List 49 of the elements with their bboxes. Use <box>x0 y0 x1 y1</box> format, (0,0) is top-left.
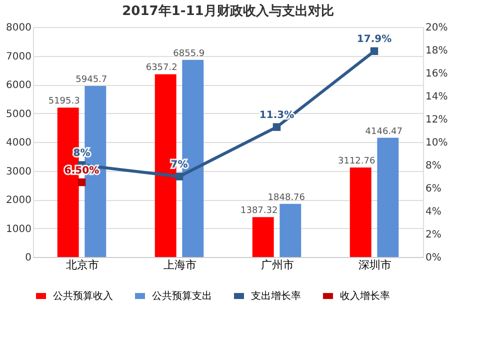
y-tick-label: 2000 <box>6 195 32 206</box>
bar <box>252 217 274 257</box>
chart-title: 2017年1-11月财政收入与支出对比 <box>122 3 334 19</box>
data-label: 5195.3 <box>48 96 80 107</box>
x-tick-label: 广州市 <box>260 258 294 272</box>
point <box>370 47 378 56</box>
x-tick-label: 北京市 <box>66 258 99 272</box>
y2-tick-label: 20% <box>426 22 448 34</box>
x-tick-label: 上海市 <box>163 258 196 272</box>
data-label: 4146.47 <box>365 126 403 137</box>
y2-tick-label: 2% <box>426 230 442 240</box>
data-label: 5945.7 <box>76 75 108 86</box>
y2-tick-label: 8% <box>426 160 442 172</box>
point <box>272 123 281 131</box>
bar <box>377 138 399 257</box>
data-label: 8% <box>73 148 90 159</box>
legend-label: 支出增长率 <box>251 290 301 302</box>
data-label: 1387.32 <box>240 206 278 216</box>
legend-label: 公共预算收入 <box>53 290 113 302</box>
legend-label: 收入增长率 <box>340 290 390 302</box>
y2-tick-label: 14% <box>426 92 448 102</box>
data-label: 6855.9 <box>173 48 205 59</box>
y-tick-label: 7000 <box>6 51 32 62</box>
y2-tick-label: 4% <box>426 206 442 218</box>
point <box>175 172 184 180</box>
y2-tick-label: 10% <box>426 138 448 148</box>
y-tick-label: 1000 <box>6 224 32 235</box>
data-label: 7% <box>170 160 188 170</box>
y2-tick-label: 6% <box>426 184 442 194</box>
y2-tick-label: 12% <box>426 114 448 126</box>
bar <box>280 204 302 257</box>
data-label: 1848.76 <box>268 192 306 203</box>
x-tick-label: 深圳市 <box>358 258 392 272</box>
legend-label: 公共预算支出 <box>152 290 212 302</box>
y-tick-label: 3000 <box>6 166 32 178</box>
bar <box>350 168 372 257</box>
y2-tick-label: 18% <box>426 46 448 56</box>
data-label: 6357.2 <box>146 63 178 74</box>
y-tick-label: 5000 <box>6 108 32 120</box>
data-label: 6.50% <box>64 165 100 176</box>
data-label: 17.9% <box>356 34 392 46</box>
y-tick-label: 0 <box>25 252 32 264</box>
y-tick-label: 8000 <box>6 22 32 34</box>
data-label: 3112.76 <box>338 156 376 167</box>
y2-tick-label: 16% <box>426 68 448 80</box>
y-tick-label: 6000 <box>6 80 32 91</box>
point <box>78 178 86 186</box>
y-tick-label: 4000 <box>6 138 32 148</box>
y2-tick-label: 0% <box>426 252 442 264</box>
